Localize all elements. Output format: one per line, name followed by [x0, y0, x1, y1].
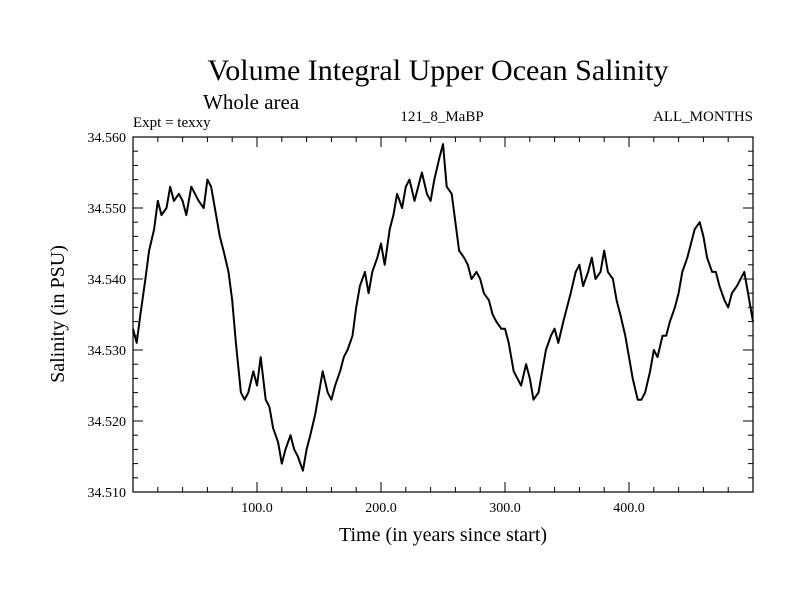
y-tick-label: 34.550 — [88, 202, 127, 217]
y-axis: 34.510 34.520 34.530 34.540 34.550 34.560 — [88, 131, 753, 501]
x-tick-label: 300.0 — [489, 501, 521, 516]
x-tick-label: 200.0 — [365, 501, 397, 516]
season-label: ALL_MONTHS — [653, 109, 753, 125]
y-tick-label: 34.510 — [88, 486, 127, 501]
experiment-label: Expt = texxy — [133, 115, 211, 131]
x-axis-label: Time (in years since start) — [339, 524, 547, 546]
salinity-series-line — [132, 143, 754, 472]
plot-frame — [132, 136, 754, 493]
x-tick-label: 100.0 — [241, 501, 273, 516]
x-axis: 100.0 200.0 300.0 400.0 — [157, 137, 729, 516]
run-id-label: 121_8_MaBP — [400, 109, 483, 125]
y-tick-label: 34.530 — [88, 344, 127, 359]
chart-title: Volume Integral Upper Ocean Salinity — [208, 54, 669, 87]
chart-subtitle: Whole area — [203, 90, 300, 114]
y-tick-label: 34.560 — [88, 131, 127, 146]
y-tick-label: 34.520 — [88, 415, 127, 430]
y-axis-label: Salinity (in PSU) — [47, 245, 69, 383]
y-tick-label: 34.540 — [88, 273, 127, 288]
x-tick-label: 400.0 — [613, 501, 645, 516]
